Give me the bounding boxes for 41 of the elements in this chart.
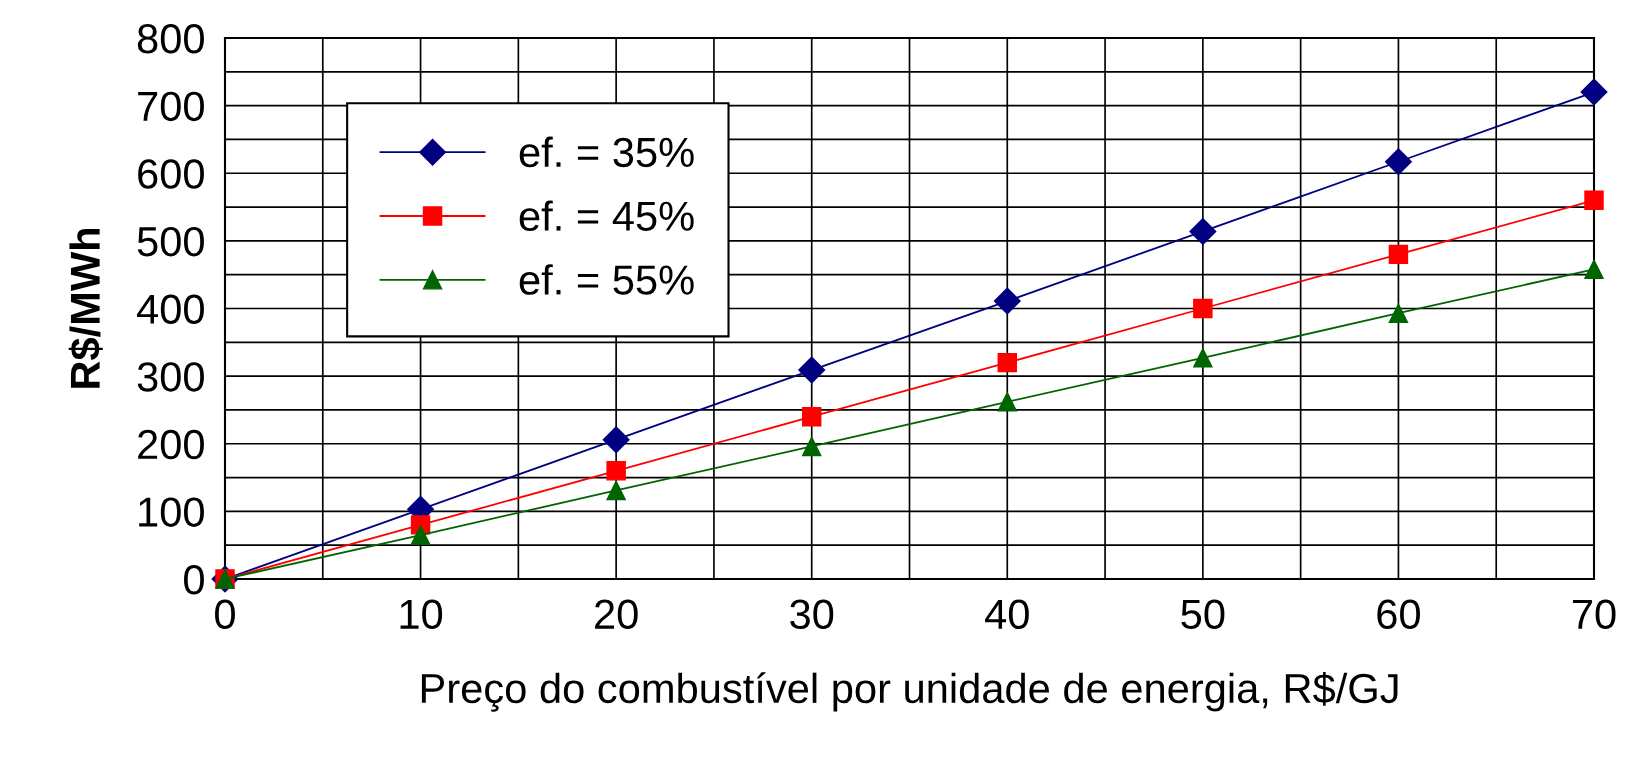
legend-label: ef. = 55% (519, 264, 694, 295)
y-tick-label: 100 (139, 497, 204, 527)
y-tick-label: 500 (137, 226, 204, 257)
point (1388, 244, 1409, 265)
point (1193, 348, 1213, 368)
x-tick-label: 40 (985, 599, 1029, 630)
x-tick-label: 70 (1572, 599, 1616, 630)
point (1388, 303, 1409, 323)
point (801, 406, 822, 427)
point (1193, 298, 1213, 319)
y-tick-label: 600 (138, 159, 204, 189)
point (798, 356, 826, 384)
legend-label: ef. = 35% (519, 136, 694, 168)
y-tick-label: 0 (184, 565, 204, 595)
point (602, 426, 630, 454)
point (1580, 78, 1608, 106)
x-tick-label: 20 (595, 599, 638, 630)
point (1384, 148, 1412, 176)
point (801, 436, 822, 457)
y-tick-label: 300 (137, 362, 204, 392)
point (997, 392, 1018, 412)
point (606, 461, 626, 481)
y-tick-label: 200 (138, 429, 204, 460)
point (1584, 259, 1604, 280)
point (606, 480, 626, 501)
point (410, 525, 431, 545)
x-tick-label: 60 (1377, 599, 1420, 630)
point (997, 352, 1018, 373)
y-tick-label: 400 (137, 294, 204, 325)
point (1189, 217, 1217, 245)
y-tick-label: 700 (138, 91, 204, 122)
x-tick-label: 0 (215, 599, 235, 630)
x-axis-title: Preço do combustível por unidade de energia, R$/GJ (421, 672, 1398, 712)
x-tick-label: 10 (400, 599, 443, 630)
y-axis-title: R$/MWh (68, 228, 103, 388)
x-tick-label: 30 (790, 599, 834, 630)
x-tick-label: 50 (1181, 599, 1225, 630)
point (1584, 190, 1604, 211)
y-tick-label: 800 (137, 24, 204, 54)
legend-label: ef. = 45% (519, 200, 694, 231)
point (993, 287, 1021, 315)
